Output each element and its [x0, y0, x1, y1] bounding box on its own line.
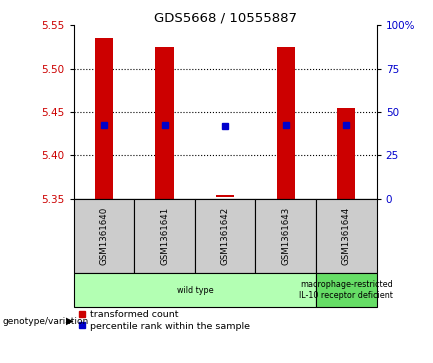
Text: GSM1361644: GSM1361644	[342, 207, 351, 265]
Bar	[216, 195, 234, 197]
Bar	[195, 199, 255, 273]
Text: ▶: ▶	[66, 316, 74, 326]
Text: genotype/variation: genotype/variation	[2, 317, 88, 326]
Bar	[74, 199, 134, 273]
Bar	[74, 273, 316, 307]
Bar	[277, 47, 295, 199]
Bar	[316, 199, 377, 273]
Text: macrophage-restricted
IL-10 receptor deficient: macrophage-restricted IL-10 receptor def…	[300, 281, 393, 300]
Bar	[337, 108, 355, 199]
Text: GSM1361640: GSM1361640	[100, 207, 108, 265]
Bar	[316, 273, 377, 307]
Bar	[255, 199, 316, 273]
Title: GDS5668 / 10555887: GDS5668 / 10555887	[154, 11, 297, 24]
Bar	[134, 199, 195, 273]
Text: GSM1361641: GSM1361641	[160, 207, 169, 265]
Text: wild type: wild type	[177, 286, 213, 295]
Text: GSM1361643: GSM1361643	[281, 207, 290, 265]
Legend: transformed count, percentile rank within the sample: transformed count, percentile rank withi…	[78, 310, 250, 331]
Text: GSM1361642: GSM1361642	[221, 207, 229, 265]
Bar	[95, 38, 113, 199]
Bar	[155, 47, 174, 199]
